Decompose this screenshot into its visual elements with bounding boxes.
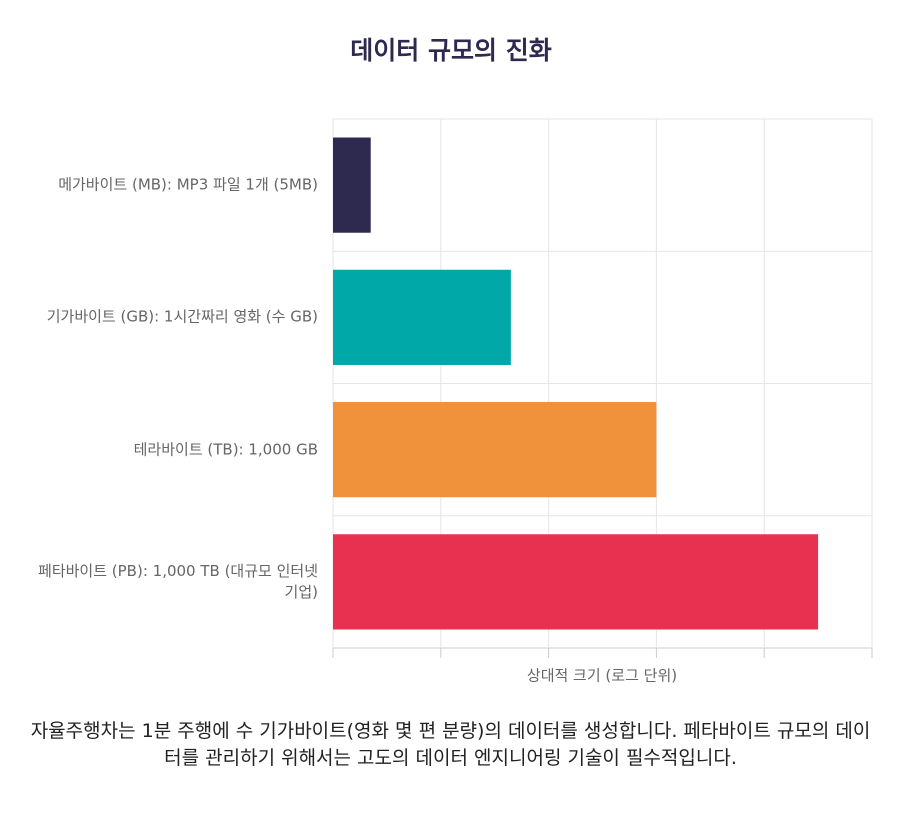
y-tick-label: 메가바이트 (MB): MP3 파일 1개 (5MB) <box>58 175 318 194</box>
x-axis-label: 상대적 크기 (로그 단위) <box>527 667 677 685</box>
y-tick-label: 테라바이트 (TB): 1,000 GB <box>133 440 318 459</box>
y-tick-label: 페타바이트 (PB): 1,000 TB (대규모 인터넷 기업) <box>38 561 318 601</box>
bar <box>333 402 657 498</box>
chart-title: 데이터 규모의 진화 <box>350 36 551 65</box>
bar <box>333 269 511 365</box>
caption: 자율주행차는 1분 주행에 수 기가바이트(영화 몇 편 분량)의 데이터를 생… <box>30 720 871 769</box>
bar <box>333 534 819 630</box>
y-tick-label: 기가바이트 (GB): 1시간짜리 영화 (수 GB) <box>46 307 318 326</box>
bar <box>333 137 371 233</box>
